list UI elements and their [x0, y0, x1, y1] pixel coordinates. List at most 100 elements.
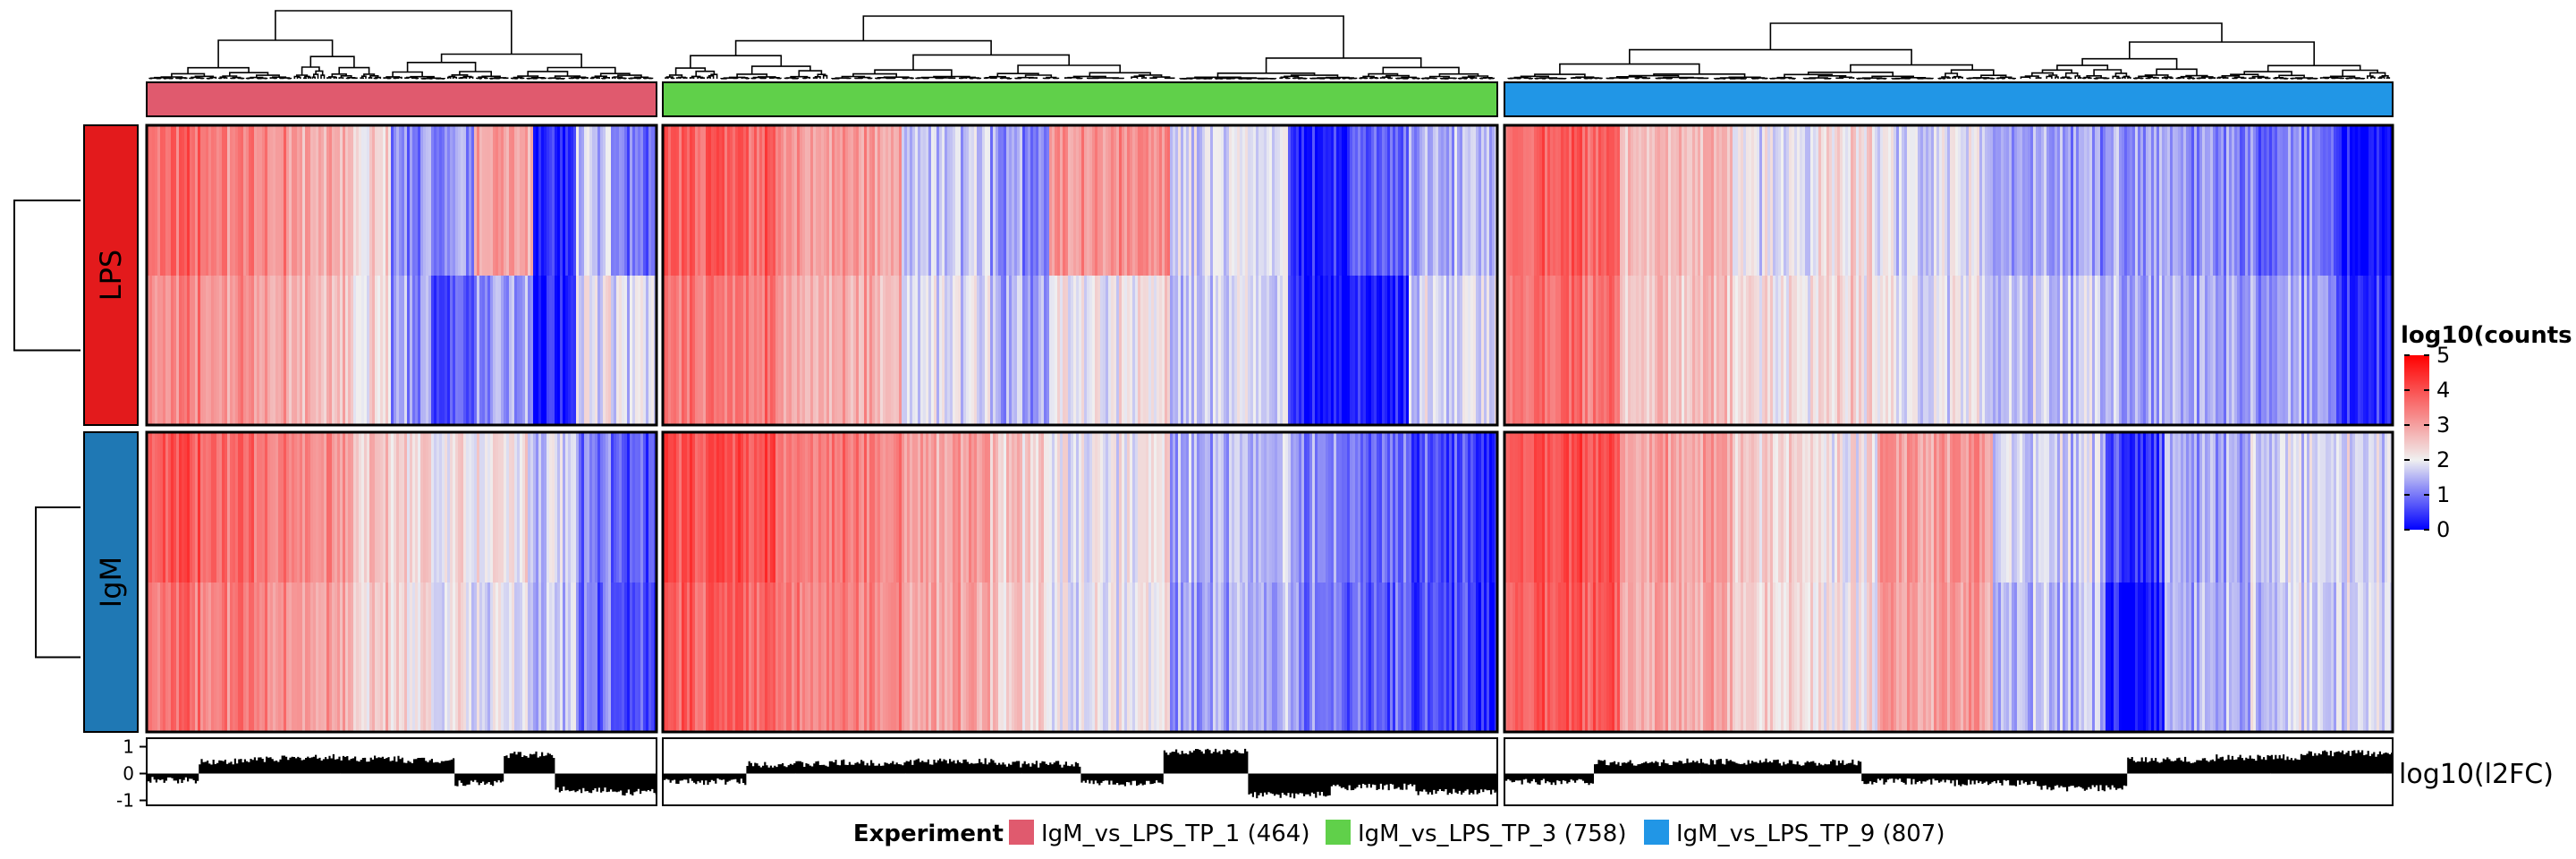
heatmap-cell: [367, 125, 370, 276]
heatmap-cell: [1810, 583, 1814, 732]
column-dendrogram-link: [2243, 71, 2292, 76]
heatmap-cell: [2111, 276, 2114, 425]
heatmap-cell: [2122, 583, 2125, 732]
heatmap-cell: [2336, 276, 2340, 425]
heatmap-cell: [1864, 125, 1868, 276]
heatmap-cell: [216, 125, 220, 276]
heatmap-cell: [912, 125, 916, 276]
heatmap-cell: [1366, 432, 1369, 583]
heatmap-cell: [1173, 276, 1176, 425]
heatmap-cell: [496, 432, 499, 583]
heatmap-cell: [977, 432, 980, 583]
column-dendrogram-link: [333, 76, 337, 79]
heatmap-cell: [961, 583, 964, 732]
heatmap-cell: [1441, 276, 1445, 425]
heatmap-cell: [2186, 583, 2190, 732]
heatmap-cell: [1985, 583, 1988, 732]
heatmap-cell: [565, 125, 569, 276]
heatmap-cell: [1824, 583, 1827, 732]
heatmap-cell: [2106, 583, 2109, 732]
heatmap-cell: [587, 125, 590, 276]
heatmap-cell: [1759, 125, 1763, 276]
heatmap-cell: [1649, 432, 1653, 583]
heatmap-cell: [1481, 583, 1485, 732]
heatmap-cell: [388, 583, 392, 732]
heatmap-cell: [412, 125, 416, 276]
heatmap-cell: [1974, 583, 1978, 732]
heatmap-cell: [907, 276, 911, 425]
heatmap-cell: [547, 125, 550, 276]
heatmap-cell: [463, 276, 467, 425]
heatmap-cell: [1566, 276, 1570, 425]
heatmap-cell: [2312, 583, 2316, 732]
heatmap-cell: [794, 125, 798, 276]
heatmap-cell: [1122, 125, 1125, 276]
heatmap-cell: [2374, 583, 2377, 732]
heatmap-cell: [487, 125, 491, 276]
heatmap-cell: [1425, 583, 1428, 732]
heatmap-cell: [1065, 276, 1069, 425]
heatmap-cell: [1998, 432, 2002, 583]
heatmap-cell: [2240, 125, 2243, 276]
heatmap-cell: [668, 432, 672, 583]
heatmap-cell: [458, 276, 462, 425]
heatmap-cell: [2009, 432, 2012, 583]
heatmap-cell: [2379, 276, 2383, 425]
heatmap-cell: [837, 125, 841, 276]
heatmap-cell: [1046, 432, 1050, 583]
heatmap-cell: [2020, 276, 2023, 425]
heatmap-cell: [2119, 583, 2123, 732]
heatmap-cell: [1044, 125, 1047, 276]
heatmap-cell: [600, 276, 604, 425]
heatmap-cell: [1998, 583, 2002, 732]
heatmap-cell: [579, 583, 582, 732]
heatmap-cell: [1210, 276, 1214, 425]
heatmap-cell: [1982, 432, 1986, 583]
heatmap-cell: [912, 276, 916, 425]
heatmap-cell: [1084, 276, 1088, 425]
heatmap-cell: [1487, 432, 1490, 583]
heatmap-cell: [606, 125, 609, 276]
heatmap-cell: [289, 432, 292, 583]
heatmap-cell: [751, 583, 755, 732]
heatmap-cell: [1309, 432, 1313, 583]
heatmap-cell: [2122, 432, 2125, 583]
heatmap-cell: [1698, 125, 1701, 276]
heatmap-cell: [2245, 276, 2249, 425]
heatmap-cell: [335, 276, 338, 425]
heatmap-cell: [859, 583, 862, 732]
heatmap-cell: [1360, 125, 1364, 276]
heatmap-cell: [883, 276, 886, 425]
heatmap-cell: [2352, 125, 2356, 276]
heatmap-cell: [308, 276, 311, 425]
heatmap-cell: [1189, 276, 1192, 425]
heatmap-cell: [1100, 276, 1104, 425]
heatmap-cell: [1419, 583, 1423, 732]
heatmap-cell: [1157, 276, 1160, 425]
heatmap-cell: [1417, 125, 1420, 276]
heatmap-cell: [904, 583, 908, 732]
heatmap-cell: [2148, 583, 2152, 732]
heatmap-cell: [453, 432, 456, 583]
column-dendrogram-link: [2020, 76, 2031, 79]
heatmap-cell: [2065, 432, 2069, 583]
heatmap-cell: [190, 276, 193, 425]
heatmap-cell: [1880, 583, 1884, 732]
heatmap-cell: [340, 125, 343, 276]
column-dendrogram-link: [1952, 76, 1956, 79]
heatmap-cell: [1614, 125, 1618, 276]
heatmap-cell: [1703, 125, 1707, 276]
heatmap-cell: [1918, 276, 1921, 425]
heatmap-cell: [410, 583, 413, 732]
heatmap-cell: [1504, 276, 1508, 425]
heatmap-cell: [2100, 276, 2104, 425]
heatmap-cell: [477, 276, 480, 425]
column-dendrogram-link: [862, 15, 1344, 58]
heatmap-cell: [1234, 432, 1238, 583]
heatmap-cell: [504, 276, 507, 425]
heatmap-cell: [2280, 276, 2284, 425]
heatmap-cell: [1668, 583, 1672, 732]
heatmap-cell: [2060, 583, 2063, 732]
heatmap-cell: [2272, 583, 2275, 732]
heatmap-cell: [2197, 432, 2200, 583]
